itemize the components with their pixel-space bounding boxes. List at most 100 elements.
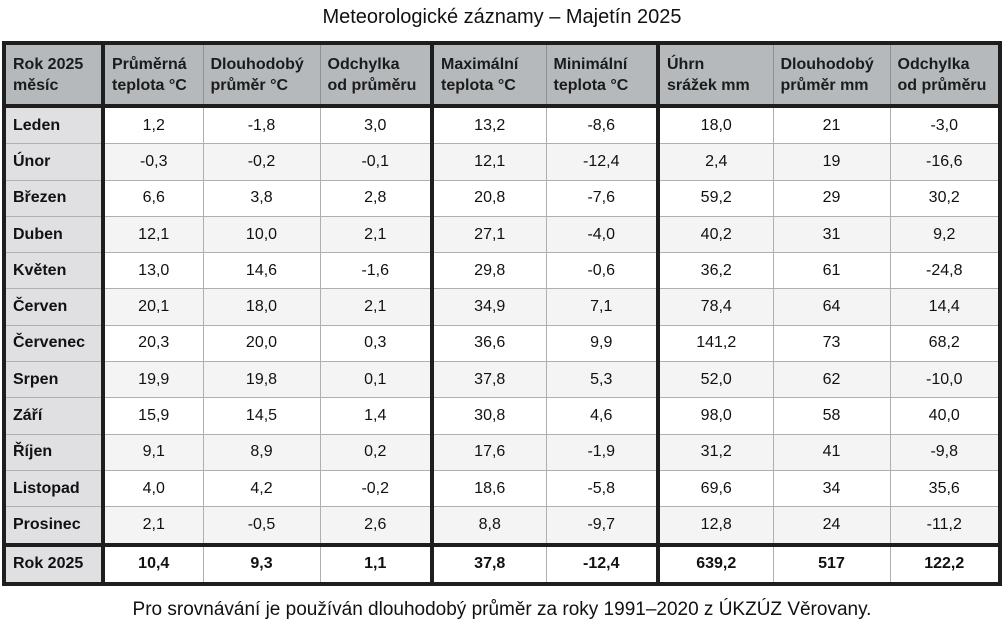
table-cell: 24 [772,506,891,546]
column-header-line: průměr mm [780,76,869,94]
table-cell: 4,6 [545,397,659,435]
table-cell: 1,4 [319,397,433,435]
table-cell: 9,3 [202,544,321,585]
table-cell: 9,9 [545,324,659,363]
table-cell: 40,0 [889,397,1001,435]
column-header-line: od průměru [897,76,987,94]
table-cell: 3,8 [202,179,321,217]
table-cell: 35,6 [889,469,1001,508]
table-cell: 98,0 [656,397,774,435]
row-label: Září [3,397,104,435]
table-cell: -5,8 [545,469,659,508]
column-header: Úhrn srážek mm [656,43,773,106]
table-cell: 1,1 [319,544,433,585]
table-cell: 19,8 [202,361,321,399]
table-cell: 13,2 [430,105,547,145]
row-label: Květen [3,252,104,290]
column-header: Minimální teplota °C [545,43,658,106]
table-cell: 34,9 [430,288,547,326]
table-cell: 36,6 [430,324,547,363]
table-cell: 18,0 [656,105,774,145]
table-row: Prosinec 2,1 -0,5 2,6 8,8 -9,7 12,8 24 -11,2 [3,506,1001,546]
table-cell: 29,8 [430,252,547,290]
table-cell: 31,2 [656,433,774,471]
row-label: Leden [3,105,104,145]
table-cell: -1,6 [319,252,433,290]
table-cell: 29 [772,179,891,217]
table-row: Červen 20,1 18,0 2,1 34,9 7,1 78,4 64 14,4 [3,288,1001,326]
column-header-line: od průměru [327,76,417,94]
table-cell: 12,8 [656,506,774,546]
table-cell: -8,6 [545,105,659,145]
row-label: Říjen [3,433,104,471]
table-cell: -0,6 [545,252,659,290]
table-cell: 20,3 [101,324,204,363]
table-cell: -12,4 [545,544,659,585]
table-cell: -4,0 [545,215,659,254]
table-row: Listopad 4,0 4,2 -0,2 18,6 -5,8 69,6 34 35,6 [3,469,1001,508]
table-row: Duben 12,1 10,0 2,1 27,1 -4,0 40,2 31 9,2 [3,215,1001,254]
table-cell: 14,4 [889,288,1001,326]
column-header-line: Dlouhodobý [210,55,304,73]
table-cell: 0,1 [319,361,433,399]
table-cell: 37,8 [430,361,547,399]
table-cell: -12,4 [545,143,659,181]
table-cell: 517 [772,544,891,585]
column-header: Odchylka od průměru [319,43,432,106]
table-cell: 30,8 [430,397,547,435]
table-cell: 20,1 [101,288,204,326]
column-header-line: teplota °C [553,76,629,94]
column-header: Maximální teplota °C [430,43,546,106]
table-row: Červenec 20,3 20,0 0,3 36,6 9,9 141,2 73 68,2 [3,324,1001,363]
table-cell: -0,5 [202,506,321,546]
table-cell: -0,2 [319,469,433,508]
table-cell: 2,1 [319,215,433,254]
row-label: Červenec [3,324,104,363]
table-cell: 41 [772,433,891,471]
table-cell: 639,2 [656,544,774,585]
table-cell: 34 [772,469,891,508]
table-cell: 68,2 [889,324,1001,363]
table-cell: 7,1 [545,288,659,326]
table-cell: 40,2 [656,215,774,254]
table-cell: 30,2 [889,179,1001,217]
table-cell: -16,6 [889,143,1001,181]
table-cell: -3,0 [889,105,1001,145]
table-cell: 15,9 [101,397,204,435]
table-cell: 5,3 [545,361,659,399]
table-cell: 52,0 [656,361,774,399]
table-cell: -1,9 [545,433,659,471]
table-cell: 19 [772,143,891,181]
table-row: Květen 13,0 14,6 -1,6 29,8 -0,6 36,2 61 -24,8 [3,252,1001,290]
table-cell: 18,0 [202,288,321,326]
column-header-line: srážek mm [667,76,750,94]
table-cell: 8,8 [430,506,547,546]
row-label: Srpen [3,361,104,399]
table-cell: 14,5 [202,397,321,435]
weather-table: Rok 2025 měsíc Průměrná teplota °C Dlouhodob… [2,41,1002,586]
column-header-line: průměr °C [210,76,289,94]
row-label: Březen [3,179,104,217]
table-cell: 2,8 [319,179,433,217]
table-cell: 18,6 [430,469,547,508]
table-cell: 14,6 [202,252,321,290]
table-cell: 20,8 [430,179,547,217]
table-row: Únor -0,3 -0,2 -0,1 12,1 -12,4 2,4 19 -16,6 [3,143,1001,181]
table-row: Září 15,9 14,5 1,4 30,8 4,6 98,0 58 40,0 [3,397,1001,435]
table-cell: 4,0 [101,469,204,508]
table-cell: 61 [772,252,891,290]
table-cell: 9,2 [889,215,1001,254]
table-cell: 2,1 [101,506,204,546]
table-cell: 21 [772,105,891,145]
table-cell: 1,2 [101,105,204,145]
table-cell: 78,4 [656,288,774,326]
table-cell: 19,9 [101,361,204,399]
row-label: Prosinec [3,506,104,546]
table-cell: -9,8 [889,433,1001,471]
row-label: Únor [3,143,104,181]
column-header-line: Odchylka [327,55,400,73]
table-cell: -10,0 [889,361,1001,399]
table-cell: 2,4 [656,143,774,181]
table-cell: 12,1 [430,143,547,181]
table-cell: -0,2 [202,143,321,181]
